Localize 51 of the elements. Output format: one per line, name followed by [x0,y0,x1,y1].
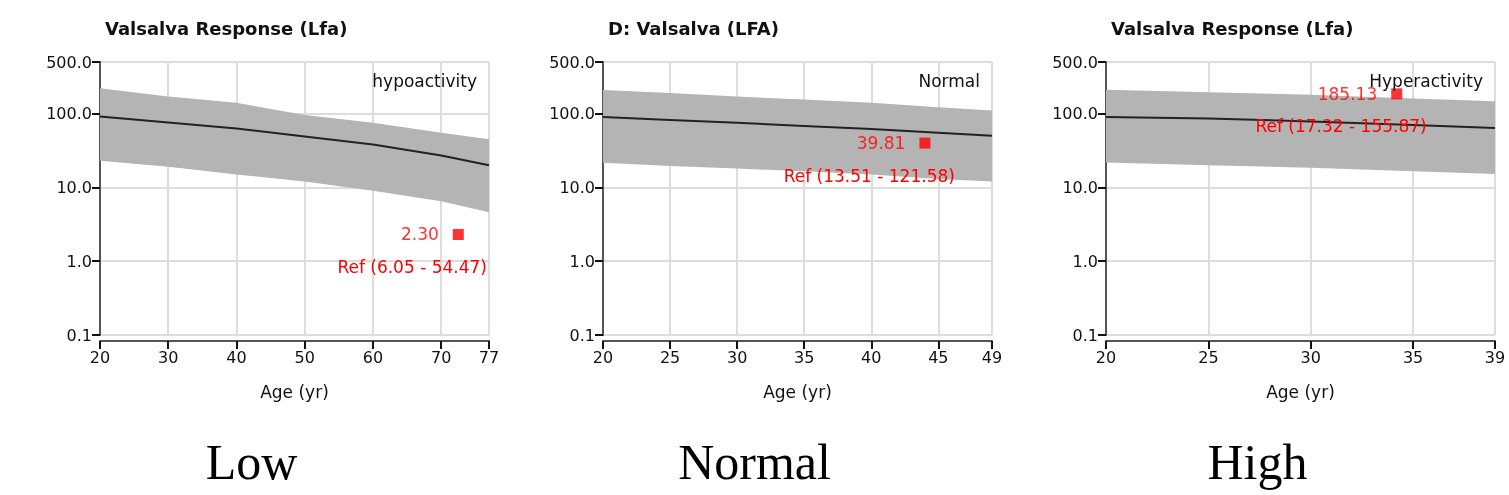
y-tick-label: 0.1 [1072,325,1098,345]
annotation: hypoactivity [372,70,478,91]
y-tick-label: 1.0 [1072,251,1098,271]
x-tick-label: 30 [726,347,748,367]
y-tick-label: 1.0 [569,251,595,271]
x-tick-label: 50 [294,347,315,367]
text: Low [205,434,298,490]
x-axis-title: Age (yr) [763,381,832,402]
x-tick-label: 20 [592,347,614,367]
x-axis-title: Age (yr) [260,381,329,402]
data-label: 39.81 [856,133,906,154]
x-tick-label: 45 [928,347,949,367]
annotation: Ref (6.05 - 54.47) [337,257,487,277]
x-tick-label: 30 [158,347,179,367]
x-tick-label: 70 [431,347,452,367]
y-tick-label: 1.0 [66,251,92,271]
annotation: Ref (13.51 - 121.58) [783,165,955,186]
y-tick-label: 10.0 [1062,177,1098,197]
x-tick-label: 35 [794,347,815,367]
y-tick-label: 500.0 [46,52,92,72]
y-tick-label: 500.0 [1052,52,1098,72]
line-series [99,115,490,167]
y-tick-label: 10.0 [56,177,92,197]
x-tick-label: 39 [1484,347,1506,367]
x-tick-label: 40 [226,347,247,367]
x-tick-label: 30 [1300,347,1321,367]
text: Normal [678,434,831,490]
x-tick-label: 60 [362,347,384,367]
y-tick-label: 100.0 [1052,104,1098,124]
y-tick-label: 500.0 [549,52,595,72]
data-label: 2.30 [400,224,439,245]
chart-title: Valsalva Response (Lfa) [105,17,348,39]
y-tick-label: 0.1 [569,325,595,345]
line-series [602,115,993,137]
x-axis-title: Age (yr) [1266,381,1335,402]
text: High [1207,434,1308,490]
x-tick-label: 49 [981,347,1003,367]
y-tick-label: 100.0 [46,104,92,124]
y-tick-label: 0.1 [66,325,92,345]
x-tick-label: 25 [659,347,681,367]
x-tick-label: 35 [1402,347,1424,367]
y-tick-label: 100.0 [549,104,595,124]
x-tick-label: 25 [1198,347,1219,367]
y-tick-label: 10.0 [559,177,595,197]
x-tick-label: 20 [1095,347,1117,367]
annotation: Normal [918,70,981,91]
chart-title: Valsalva Response (Lfa) [1111,17,1354,39]
x-tick-label: 20 [89,347,111,367]
x-tick-label: 40 [861,347,882,367]
chart-title: D: Valsalva (LFA) [608,17,779,39]
x-tick-label: 77 [478,347,500,367]
